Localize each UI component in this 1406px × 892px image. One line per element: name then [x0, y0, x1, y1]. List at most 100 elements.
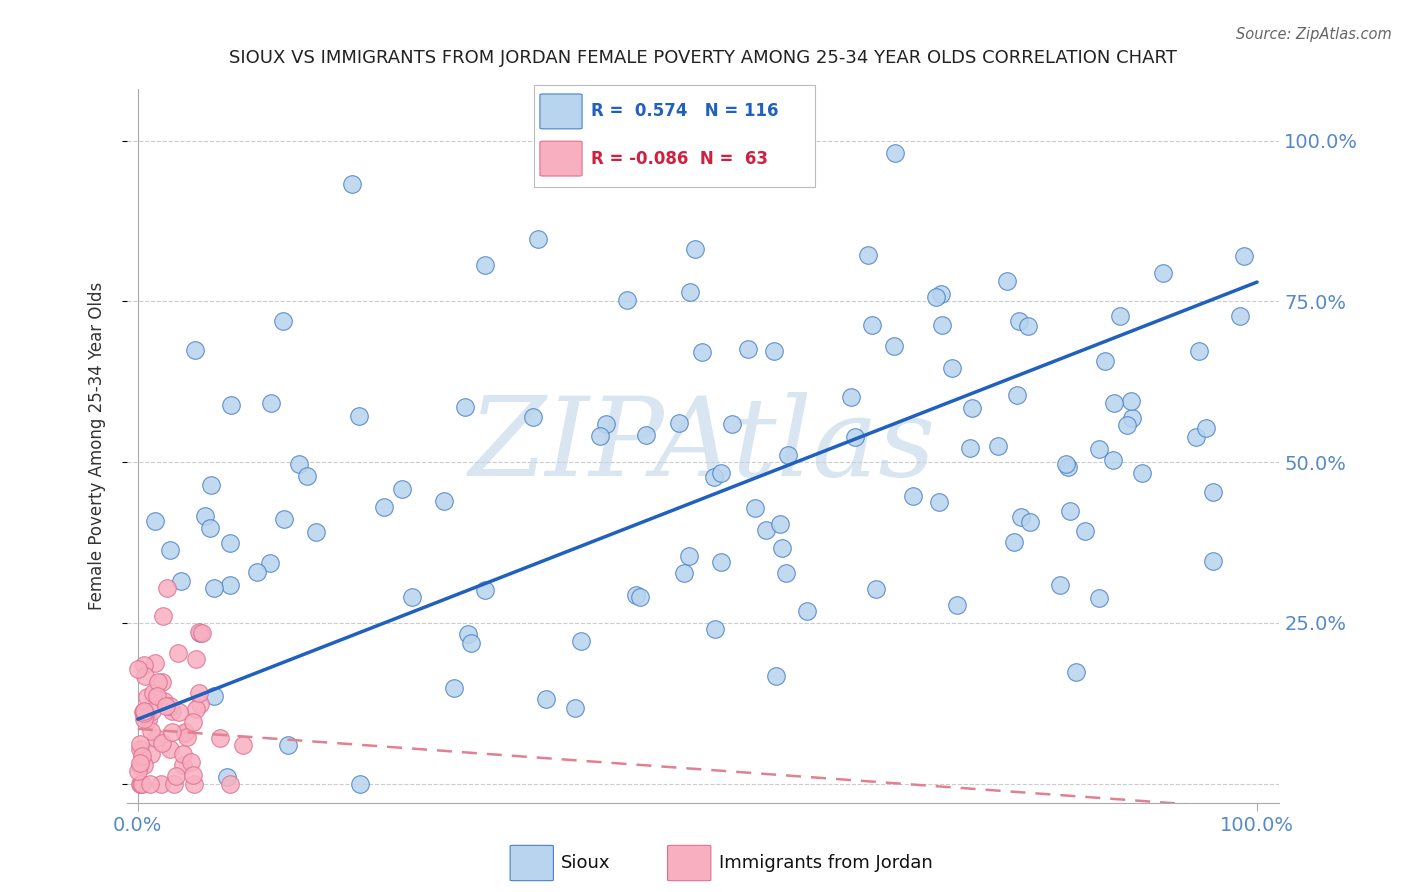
Point: [1002, 535, 1025, 549]
Point: [150, 674, 173, 689]
Point: [259, 556, 281, 570]
Point: [770, 541, 793, 556]
Point: [678, 549, 700, 563]
Point: [1108, 309, 1130, 323]
Point: [200, 478, 222, 492]
Point: [134, 657, 156, 672]
Point: [166, 646, 188, 660]
Point: [1087, 591, 1109, 605]
Point: [668, 416, 690, 430]
Point: [672, 566, 695, 581]
Point: [159, 742, 181, 756]
Point: [433, 494, 456, 508]
Point: [132, 706, 155, 720]
Point: [181, 714, 204, 729]
Point: [127, 663, 149, 677]
Point: [769, 516, 792, 531]
Point: [295, 469, 318, 483]
Point: [184, 343, 207, 358]
Point: [132, 712, 155, 726]
Point: [796, 604, 818, 618]
Point: [1094, 353, 1116, 368]
Point: [1152, 266, 1174, 280]
Point: [776, 448, 799, 462]
Point: [139, 776, 162, 790]
Point: [860, 318, 883, 332]
Point: [1074, 524, 1097, 539]
Point: [169, 706, 191, 720]
Point: [172, 758, 194, 772]
Point: [198, 521, 221, 535]
Point: [181, 768, 204, 782]
Point: [844, 430, 866, 444]
Text: SIOUX VS IMMIGRANTS FROM JORDAN FEMALE POVERTY AMONG 25-34 YEAR OLDS CORRELATION: SIOUX VS IMMIGRANTS FROM JORDAN FEMALE P…: [229, 49, 1177, 67]
Point: [564, 701, 586, 715]
Point: [131, 749, 153, 764]
Point: [522, 409, 544, 424]
Point: [165, 769, 187, 783]
Point: [162, 704, 184, 718]
Point: [152, 694, 174, 708]
Point: [143, 656, 166, 670]
Text: Source: ZipAtlas.com: Source: ZipAtlas.com: [1236, 27, 1392, 42]
Point: [474, 258, 496, 272]
Point: [941, 360, 963, 375]
Point: [129, 756, 152, 771]
Point: [1116, 417, 1139, 432]
FancyBboxPatch shape: [540, 94, 582, 128]
Point: [132, 757, 155, 772]
Point: [1054, 457, 1077, 471]
Point: [349, 776, 371, 790]
Point: [527, 231, 550, 245]
Point: [134, 706, 156, 720]
Point: [180, 756, 202, 770]
Point: [131, 776, 153, 790]
Point: [186, 702, 208, 716]
Point: [187, 686, 209, 700]
Point: [208, 731, 231, 745]
Text: ZIPAtlas: ZIPAtlas: [470, 392, 936, 500]
Point: [634, 428, 657, 442]
Point: [277, 738, 299, 752]
FancyBboxPatch shape: [668, 846, 711, 880]
Point: [134, 708, 156, 723]
Point: [1064, 665, 1087, 679]
Text: R =  0.574   N = 116: R = 0.574 N = 116: [591, 103, 778, 120]
Point: [883, 339, 905, 353]
Point: [141, 705, 163, 719]
Point: [460, 636, 482, 650]
Point: [184, 652, 207, 666]
Point: [183, 776, 205, 790]
Point: [150, 776, 173, 790]
Point: [188, 626, 211, 640]
Point: [219, 398, 242, 412]
Point: [1202, 484, 1225, 499]
Point: [1185, 430, 1208, 444]
Point: [391, 482, 413, 496]
Point: [202, 581, 225, 595]
Point: [218, 776, 240, 790]
Point: [232, 738, 254, 752]
Point: [856, 248, 879, 262]
Point: [245, 565, 267, 579]
Point: [1130, 466, 1153, 480]
Point: [187, 625, 209, 640]
Point: [679, 285, 702, 299]
Point: [373, 500, 395, 515]
Point: [142, 686, 165, 700]
Point: [1102, 396, 1125, 410]
Point: [628, 590, 651, 604]
Point: [841, 390, 863, 404]
Point: [1049, 578, 1071, 592]
Point: [1057, 459, 1080, 474]
Point: [692, 344, 714, 359]
Point: [925, 290, 948, 304]
Point: [176, 730, 198, 744]
Point: [685, 242, 707, 256]
Point: [624, 588, 647, 602]
Point: [194, 508, 217, 523]
Point: [536, 691, 558, 706]
Point: [946, 598, 969, 612]
Point: [340, 177, 363, 191]
Point: [173, 726, 195, 740]
